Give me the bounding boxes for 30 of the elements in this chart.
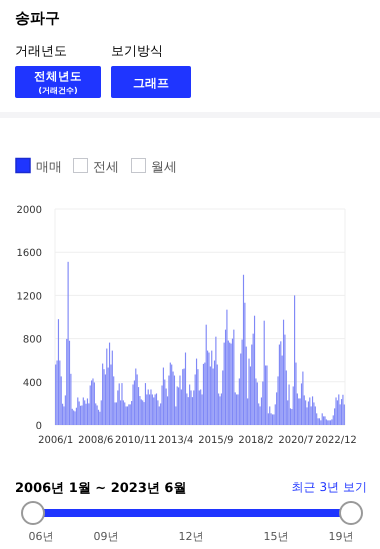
x-tick-label: 2015/9 <box>198 435 234 446</box>
text: 최근 3년 보기 <box>292 480 367 494</box>
text: 12년 <box>178 530 204 543</box>
x-tick-label: 2008/6 <box>78 435 114 446</box>
y-tick-label: 400 <box>22 378 42 389</box>
text: 보기방식 <box>111 44 163 59</box>
x-tick-label: 2006/1 <box>38 435 74 446</box>
y-tick-label: 0 <box>36 421 42 432</box>
text: 월세 <box>151 160 177 175</box>
x-tick-label: 2020/7 <box>278 435 314 446</box>
x-tick-label: 2013/4 <box>158 435 194 446</box>
text: 전체년도 <box>34 69 82 83</box>
text: 매매 <box>36 160 62 175</box>
y-tick-label: 1600 <box>16 248 42 260</box>
x-tick-label: 2010/11 <box>115 435 157 446</box>
x-tick-label: 2022/12 <box>315 435 357 446</box>
text: 09년 <box>94 530 118 543</box>
text: 2006년 1월 ~ 2023년 6월 <box>15 481 186 496</box>
text: 전세 <box>93 160 119 175</box>
x-tick-label: 2018/2 <box>238 435 274 446</box>
text: (거래건수) <box>38 86 78 95</box>
text: 19년 <box>328 530 354 543</box>
y-tick-label: 2000 <box>16 205 42 216</box>
text: 06년 <box>28 530 54 543</box>
text: 그래프 <box>133 76 169 90</box>
y-tick-label: 1200 <box>16 291 42 302</box>
text: 거래년도 <box>15 44 67 59</box>
text: 15년 <box>264 530 288 543</box>
y-tick-label: 800 <box>22 334 42 346</box>
chart-title: 송파구 <box>15 9 60 27</box>
